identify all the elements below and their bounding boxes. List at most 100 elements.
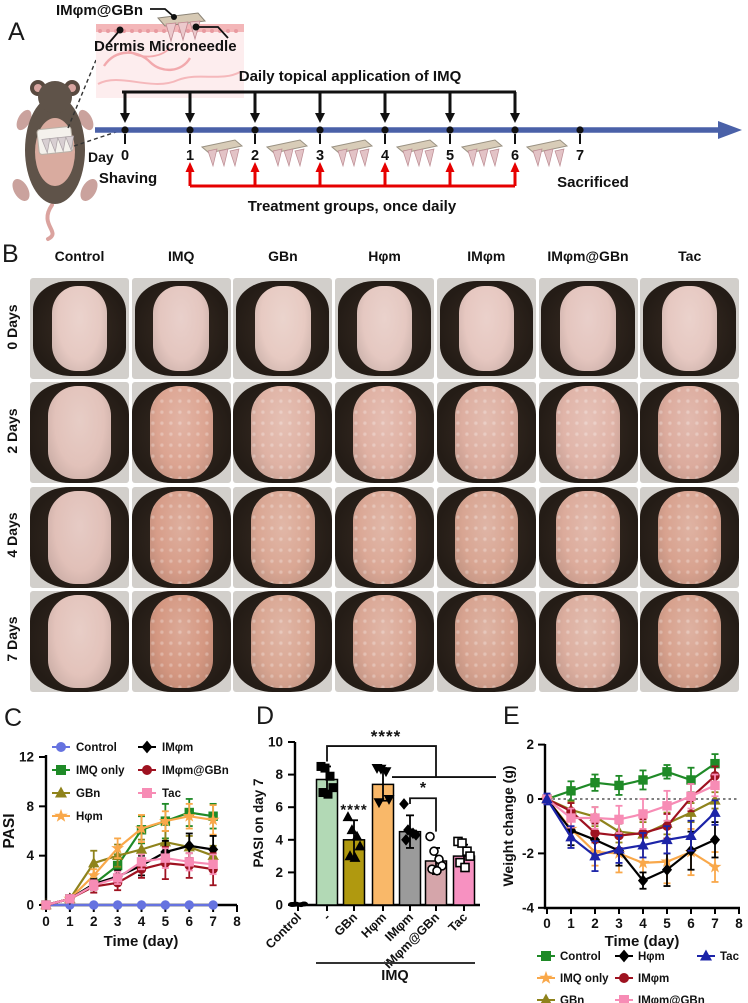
svg-text:4: 4 [26,848,34,863]
svg-text:Control: Control [560,951,601,963]
microneedle-label: Microneedle [149,38,237,55]
svg-text:2: 2 [251,148,259,164]
mouse-skin [658,594,722,688]
svg-text:4: 4 [275,832,283,847]
mouse-skin [251,594,315,688]
svg-text:7: 7 [209,914,217,929]
svg-text:IMQ: IMQ [381,968,408,984]
svg-text:6: 6 [511,148,519,164]
mouse-photo [233,382,333,484]
experiment-timeline-schematic: 0 1 2 3 4 5 6 7 [12,8,742,241]
svg-text:7: 7 [711,916,719,931]
panel-e-letter: E [503,702,520,730]
svg-text:5: 5 [663,916,671,931]
mouse-photo [640,278,740,379]
weight-change-line-chart: -4 -2 0 2 0 1 2 3 4 5 6 7 8 Time (day) Weight change (… [500,737,743,1003]
svg-text:3: 3 [615,916,623,931]
svg-text:8: 8 [26,799,34,814]
mouse-skin [560,286,616,371]
svg-text:7: 7 [576,148,584,164]
svg-text:2: 2 [526,737,534,752]
mouse-skin [255,286,311,371]
column-header-0: Control [54,248,105,264]
svg-text:8: 8 [233,914,241,929]
svg-text:PASI: PASI [1,813,18,848]
mouse-photo [233,590,333,692]
mouse-skin [658,490,722,584]
mouse-photo [30,382,129,484]
mouse-skin [454,386,518,480]
mouse-photo [538,486,638,588]
svg-text:5: 5 [162,914,170,929]
svg-text:Control: Control [76,742,117,754]
svg-text:PASI on day 7: PASI on day 7 [251,778,266,867]
svg-text:3: 3 [114,914,122,929]
svg-text:Hφm: Hφm [638,951,665,963]
svg-text:6: 6 [185,914,193,929]
svg-text:8: 8 [275,767,283,782]
mouse-skin [556,594,620,688]
svg-text:-2: -2 [522,846,534,861]
svg-text:1: 1 [186,148,194,164]
mouse-photo [233,486,333,588]
mouse-photo [436,278,536,379]
mouse-photo [131,278,231,379]
svg-text:Tac: Tac [446,910,471,935]
svg-text:IMφm@GBn: IMφm@GBn [638,995,705,1003]
row-label-1: 2 Days [4,408,20,454]
svg-text:6: 6 [687,916,695,931]
svg-text:GBn: GBn [560,995,584,1003]
svg-text:5: 5 [446,148,454,164]
svg-text:GBn: GBn [332,910,361,939]
svg-text:Tac: Tac [720,951,740,963]
svg-text:0: 0 [526,792,534,807]
mouse-photo [436,382,536,484]
svg-text:Tac: Tac [162,788,182,800]
mouse-skin [149,386,213,480]
svg-text:****: **** [340,802,367,819]
mouse-photo [436,486,536,588]
mouse-photo [131,590,231,692]
patch-label: IMφm@GBn [56,2,144,19]
mouse-photo [131,486,231,588]
mouse-skin [251,386,315,480]
skin-layer-labels: Dermis Microneedle [94,38,237,55]
column-header-2: GBn [268,248,298,264]
column-header-1: IMQ [167,248,195,264]
column-header-3: Hφm [368,248,401,264]
mouse-skin [352,594,417,688]
mouse-photo [538,382,638,484]
mouse-skin [556,490,620,584]
svg-text:4: 4 [381,148,389,164]
row-label-2: 4 Days [4,512,20,558]
svg-text:IMφm@GBn: IMφm@GBn [162,765,229,777]
imq-application-title: Daily topical application of IMQ [238,68,462,85]
mouse-skin [454,490,518,584]
svg-text:2: 2 [90,914,98,929]
mouse-photo [335,278,435,379]
panel-d-letter: D [256,702,275,730]
svg-text:Hφm: Hφm [76,811,103,823]
mouse-skin [47,594,112,688]
mouse-skin [153,286,209,371]
shaving-label: Shaving [98,170,158,187]
treatment-groups-label: Treatment groups, once daily [247,198,457,215]
mouse-skin [352,386,417,480]
mouse-photo [131,382,231,484]
mouse-skin [352,490,417,584]
svg-text:IMQ only: IMQ only [560,973,609,985]
svg-text:IMφm: IMφm [162,742,193,754]
day-word: Day [88,149,114,165]
svg-text:3: 3 [316,148,324,164]
sacrificed-label: Sacrificed [557,174,629,191]
svg-text:2: 2 [275,865,283,880]
row-label-3: 7 Days [4,616,20,662]
mouse-skin [51,286,108,371]
dermis-label: Dermis [94,38,145,55]
svg-text:6: 6 [275,800,283,815]
mouse-photo [30,278,129,379]
svg-text:4: 4 [639,916,647,931]
